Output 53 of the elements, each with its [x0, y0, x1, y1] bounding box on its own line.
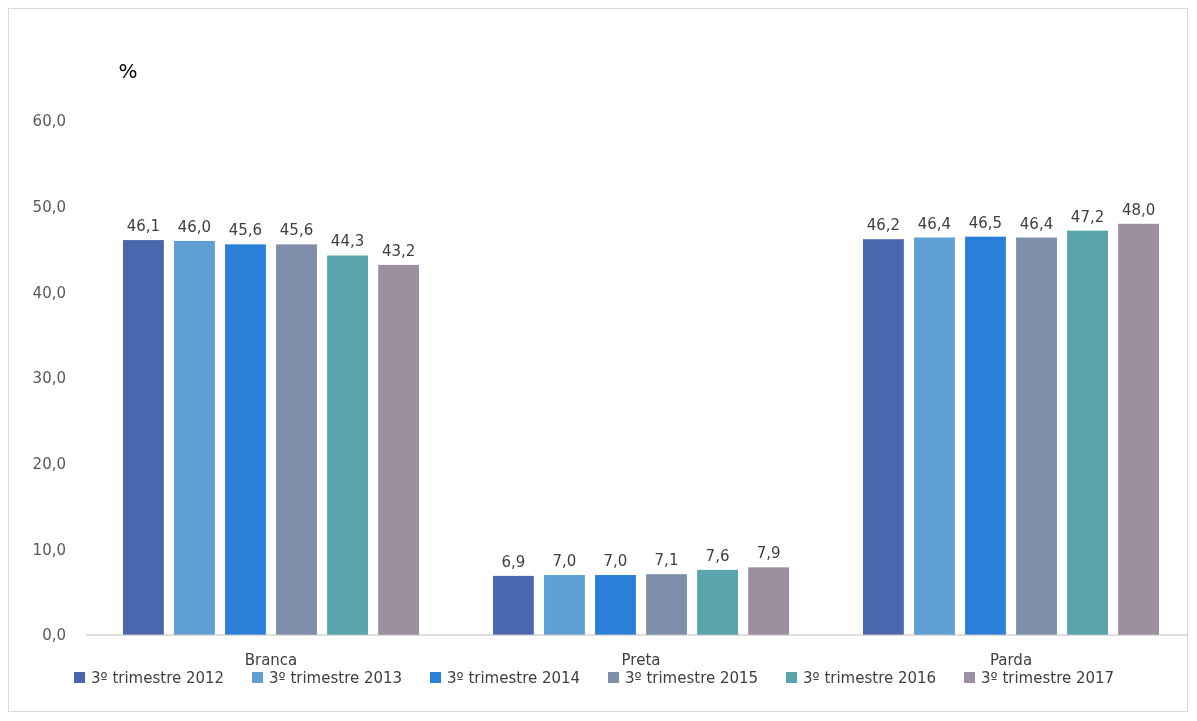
x-tick-label: Preta	[621, 651, 661, 669]
bar	[225, 244, 266, 635]
bar	[123, 240, 164, 635]
data-label: 46,2	[866, 216, 901, 235]
data-label: 7,0	[603, 552, 628, 571]
data-label: 48,0	[1121, 200, 1156, 219]
y-tick-label: 0,0	[42, 626, 66, 645]
bar	[378, 264, 419, 635]
y-tick-label: 20,0	[32, 454, 66, 473]
data-label: 44,3	[330, 232, 365, 251]
bar	[174, 240, 215, 635]
legend-label: 3º trimestre 2014	[447, 669, 581, 688]
legend-label: 3º trimestre 2015	[625, 669, 759, 688]
data-label: 7,9	[756, 544, 781, 563]
legend-label: 3º trimestre 2012	[91, 669, 225, 688]
bar	[276, 244, 317, 635]
legend-label: 3º trimestre 2016	[803, 669, 937, 688]
data-label: 45,6	[228, 221, 263, 240]
data-label: 46,4	[1019, 214, 1054, 233]
bar	[327, 255, 368, 635]
data-label: 46,1	[126, 217, 161, 236]
x-tick-label: Parda	[989, 651, 1033, 669]
bar	[1016, 237, 1057, 635]
bar	[748, 567, 789, 635]
bar	[646, 574, 687, 635]
x-tick-label: Branca	[244, 651, 298, 669]
data-label: 47,2	[1070, 207, 1105, 226]
bar	[914, 237, 955, 635]
y-tick-label: 50,0	[32, 197, 66, 216]
data-label: 7,1	[654, 551, 679, 570]
data-label: 46,4	[917, 214, 952, 233]
data-label: 46,0	[177, 217, 212, 236]
bar	[1067, 230, 1108, 635]
y-tick-label: 30,0	[32, 369, 66, 388]
bar	[697, 569, 738, 635]
bar	[1118, 223, 1159, 635]
bar	[965, 236, 1006, 635]
bar	[544, 575, 585, 635]
legend-label: 3º trimestre 2013	[269, 669, 403, 688]
legend-label: 3º trimestre 2017	[981, 669, 1115, 688]
bar	[493, 575, 534, 635]
data-label: 43,2	[381, 241, 416, 260]
bar	[595, 575, 636, 635]
data-label: 7,0	[552, 552, 577, 571]
data-label: 45,6	[279, 221, 314, 240]
y-tick-label: 10,0	[32, 540, 66, 559]
data-label: 6,9	[501, 552, 526, 571]
bar	[863, 239, 904, 635]
data-label: 7,6	[705, 546, 730, 565]
y-tick-label: 60,0	[32, 112, 66, 131]
y-tick-label: 40,0	[32, 283, 66, 302]
y-axis-title: %	[118, 59, 138, 83]
data-label: 46,5	[968, 213, 1003, 232]
